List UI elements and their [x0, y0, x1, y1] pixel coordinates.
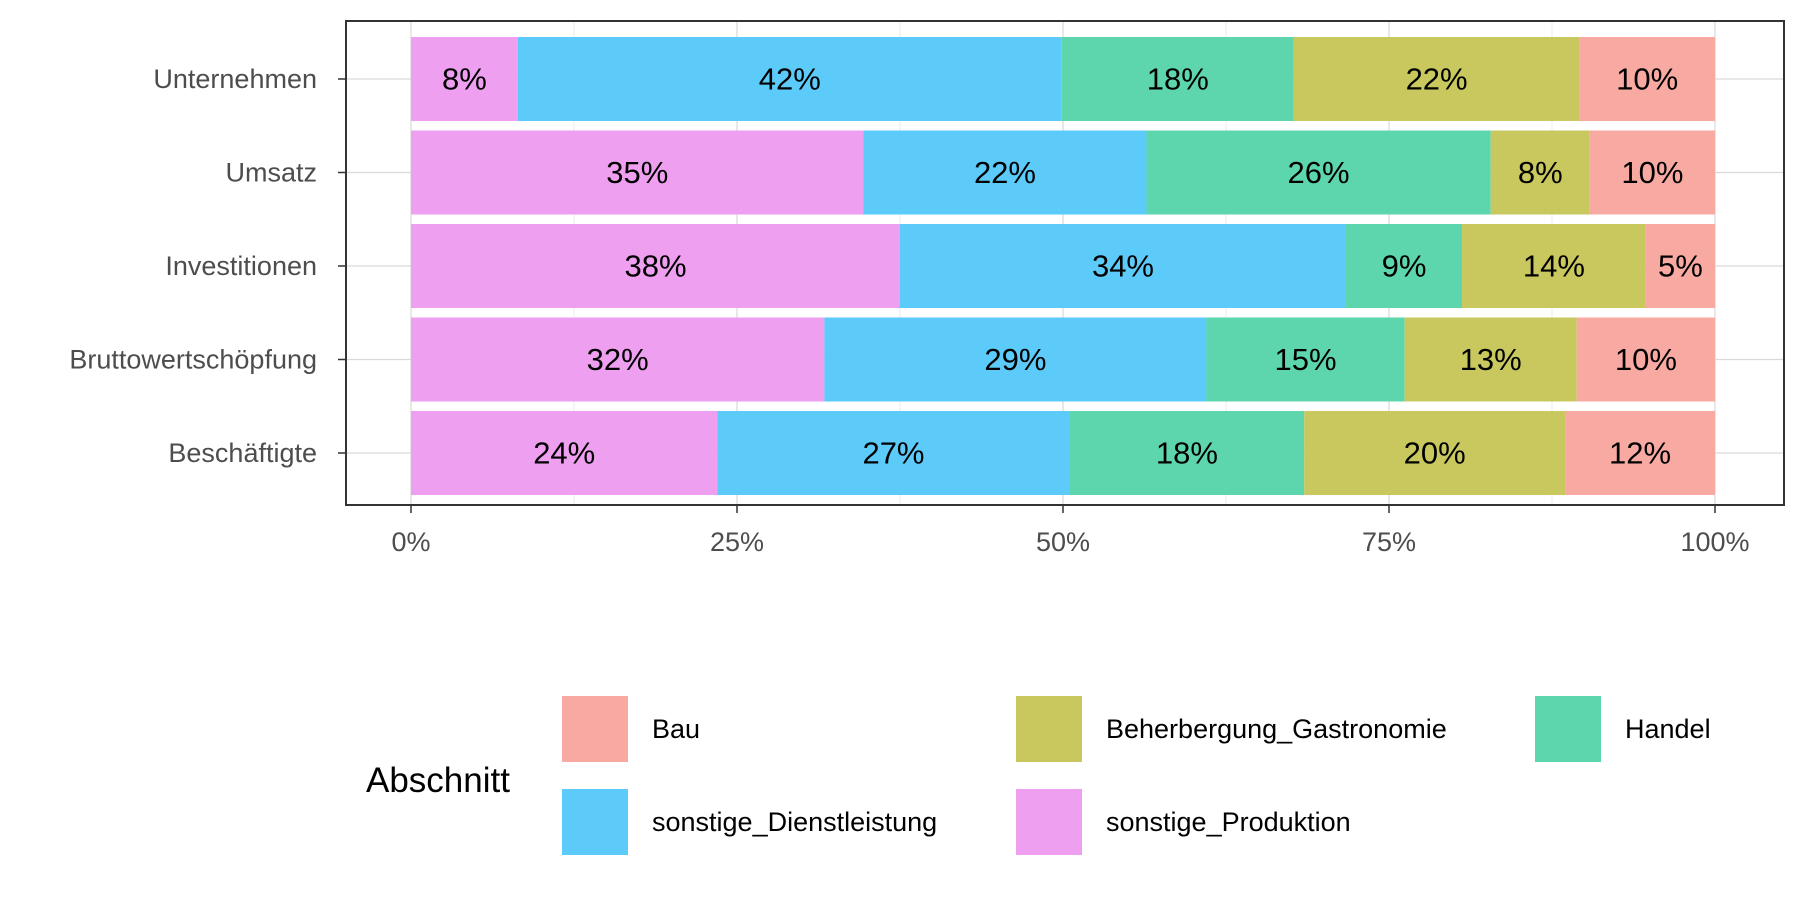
- x-tick-label: 75%: [1362, 527, 1416, 557]
- bar-bau-besch-ftigte: [1565, 411, 1715, 495]
- x-tick-label: 100%: [1680, 527, 1749, 557]
- data-label: 18%: [1147, 62, 1209, 97]
- bar-handel-besch-ftigte: [1069, 411, 1305, 495]
- data-label: 26%: [1288, 155, 1350, 190]
- data-label: 38%: [624, 249, 686, 284]
- x-tick-label: 25%: [710, 527, 764, 557]
- data-label: 10%: [1615, 342, 1677, 377]
- legend-key-beherbergung-gastronomie: [1016, 696, 1082, 762]
- legend-title: Abschnitt: [366, 761, 510, 800]
- data-label: 18%: [1156, 436, 1218, 471]
- legend-label-beherbergung-gastronomie: Beherbergung_Gastronomie: [1106, 714, 1447, 744]
- bar-labels: 8% 42% 18% 22% 10% 35% 22% 26% 8% 10% 38% 34% 9% 14% 5…: [442, 62, 1703, 471]
- legend-label-sonstige-dienstleistung: sonstige_Dienstleistung: [652, 807, 937, 837]
- y-tick-label: Investitionen: [165, 251, 317, 281]
- bar-beherbergung-gastronomie-bruttowertsch-pfung: [1404, 317, 1577, 402]
- bar-sonstige-dienstleistung-unternehmen: [517, 37, 1062, 121]
- bar-sonstige-produktion-bruttowertsch-pfung: [411, 317, 825, 402]
- data-label: 42%: [759, 62, 821, 97]
- legend-key-handel: [1535, 696, 1601, 762]
- bar-bau-bruttowertsch-pfung: [1576, 317, 1715, 402]
- data-label: 5%: [1658, 249, 1703, 284]
- data-label: 12%: [1609, 436, 1671, 471]
- data-label: 20%: [1404, 436, 1466, 471]
- x-tick-label: 0%: [391, 527, 430, 557]
- bar-sonstige-dienstleistung-investitionen: [900, 224, 1346, 308]
- data-label: 22%: [1406, 62, 1468, 97]
- data-label: 29%: [984, 342, 1046, 377]
- bar-sonstige-dienstleistung-umsatz: [863, 130, 1147, 215]
- bar-beherbergung-gastronomie-unternehmen: [1293, 37, 1580, 121]
- data-label: 24%: [533, 436, 595, 471]
- data-label: 10%: [1621, 155, 1683, 190]
- bar-sonstige-produktion-unternehmen: [411, 37, 518, 121]
- bar-beherbergung-gastronomie-umsatz: [1490, 130, 1590, 215]
- legend-key-sonstige-dienstleistung: [562, 789, 628, 855]
- data-label: 8%: [1518, 155, 1563, 190]
- bar-handel-investitionen: [1345, 224, 1463, 308]
- legend-label-handel: Handel: [1625, 714, 1711, 744]
- bar-sonstige-dienstleistung-bruttowertsch-pfung: [824, 317, 1207, 402]
- legend: Abschnitt Bau Beherbergung_Gastronomie Han…: [366, 696, 1711, 855]
- legend-key-bau: [562, 696, 628, 762]
- data-label: 35%: [606, 155, 668, 190]
- data-label: 9%: [1382, 249, 1427, 284]
- bar-sonstige-produktion-investitionen: [411, 224, 900, 308]
- data-label: 8%: [442, 62, 487, 97]
- data-label: 14%: [1523, 249, 1585, 284]
- legend-label-bau: Bau: [652, 714, 700, 744]
- data-label: 34%: [1092, 249, 1154, 284]
- data-label: 13%: [1460, 342, 1522, 377]
- value-axis: 0% 25% 50% 75% 100%: [391, 505, 1750, 557]
- bar-bau-umsatz: [1589, 130, 1715, 215]
- legend-label-sonstige-produktion: sonstige_Produktion: [1106, 807, 1351, 837]
- data-label: 22%: [974, 155, 1036, 190]
- bars: [411, 37, 1715, 495]
- y-tick-label: Beschäftigte: [168, 438, 317, 468]
- bar-sonstige-produktion-besch-ftigte: [411, 411, 718, 495]
- bar-handel-unternehmen: [1061, 37, 1294, 121]
- bar-sonstige-produktion-umsatz: [411, 130, 864, 215]
- bar-beherbergung-gastronomie-besch-ftigte: [1304, 411, 1566, 495]
- data-label: 32%: [587, 342, 649, 377]
- data-label: 27%: [862, 436, 924, 471]
- bar-handel-bruttowertsch-pfung: [1206, 317, 1405, 402]
- data-label: 10%: [1616, 62, 1678, 97]
- y-tick-label: Umsatz: [225, 158, 317, 188]
- category-axis: Unternehmen Umsatz Investitionen Bruttowert…: [69, 64, 346, 468]
- y-tick-label: Unternehmen: [153, 64, 317, 94]
- bar-beherbergung-gastronomie-investitionen: [1462, 224, 1646, 308]
- legend-key-sonstige-produktion: [1016, 789, 1082, 855]
- y-tick-label: Bruttowertschöpfung: [69, 345, 317, 375]
- data-label: 15%: [1275, 342, 1337, 377]
- bar-sonstige-dienstleistung-besch-ftigte: [717, 411, 1070, 495]
- x-tick-label: 50%: [1036, 527, 1090, 557]
- bar-handel-umsatz: [1146, 130, 1491, 215]
- bar-bau-investitionen: [1645, 224, 1715, 308]
- bar-bau-unternehmen: [1579, 37, 1715, 121]
